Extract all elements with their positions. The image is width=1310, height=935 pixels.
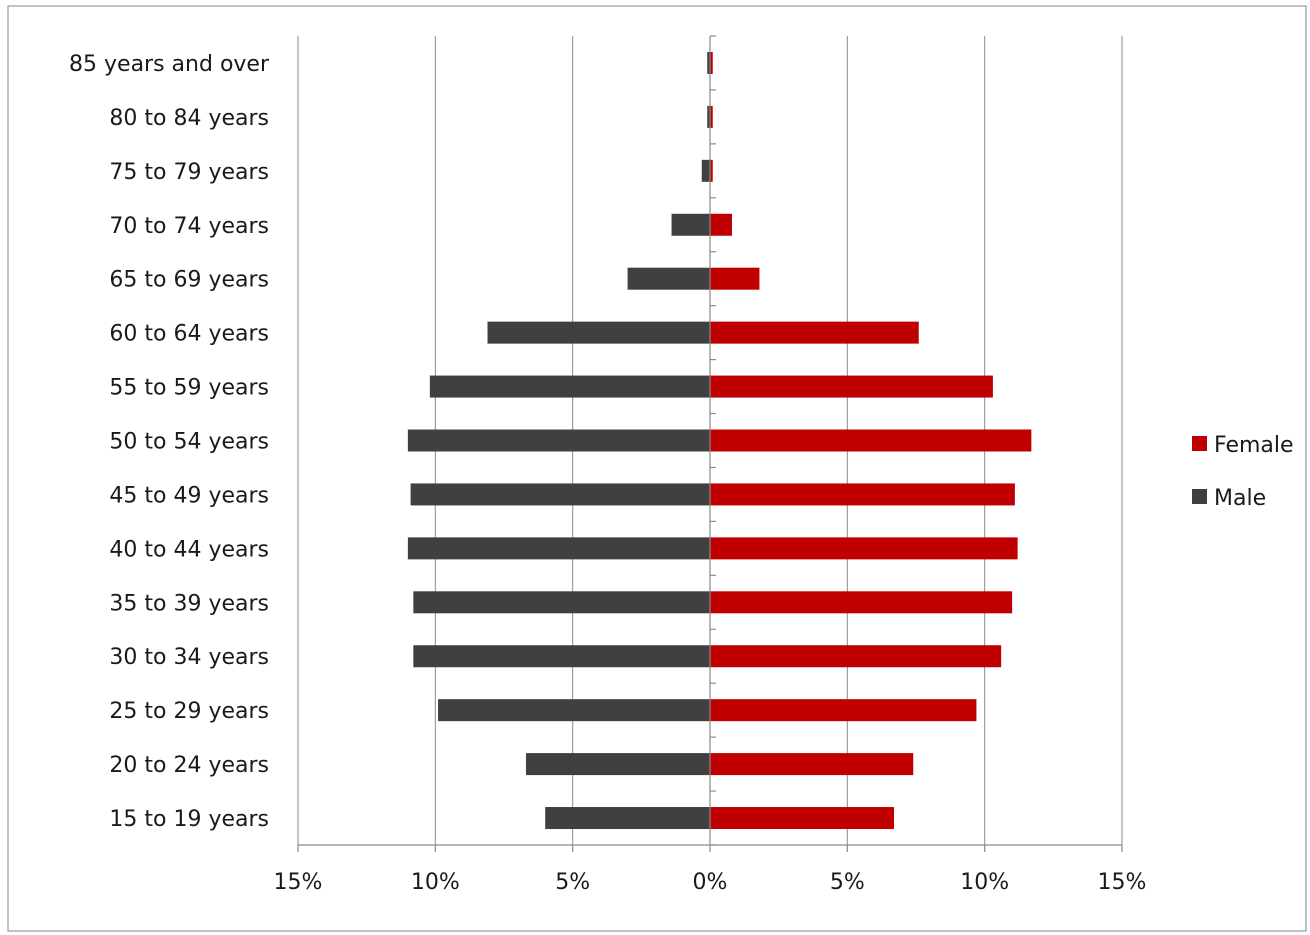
category-label: 65 to 69 years [109,268,269,293]
category-labels: 15 to 19 years 20 to 24 years 25 to 29 yea… [69,52,270,832]
category-label: 60 to 64 years [109,322,269,347]
bar-male-50-to-54-years [407,429,710,452]
bar-female-65-to-69-years [710,267,760,290]
bar-male-20-to-24-years [525,753,710,776]
category-label: 45 to 49 years [109,483,269,508]
legend-label-male: Male [1214,486,1266,511]
x-tick-label: 10% [960,870,1009,895]
bar-female-30-to-34-years [710,645,1002,668]
x-tick-label: 5% [830,870,865,895]
bar-male-35-to-39-years [413,591,710,614]
bar-female-25-to-29-years [710,699,977,722]
bar-female-70-to-74-years [710,213,732,236]
category-label: 70 to 74 years [109,214,269,239]
axes [297,35,1123,852]
category-label: 35 to 39 years [109,591,269,616]
category-label: 85 years and over [69,52,270,77]
bar-male-80-to-84-years [707,105,710,128]
category-label: 50 to 54 years [109,430,269,455]
bar-female-20-to-24-years [710,753,914,776]
category-label: 40 to 44 years [109,537,269,562]
x-tick-label: 0% [693,870,728,895]
bar-male-25-to-29-years [438,699,710,722]
bar-female-80-to-84-years [710,105,713,128]
bar-male-60-to-64-years [487,321,710,344]
legend-swatch-female [1192,436,1207,451]
legend-label-female: Female [1214,433,1294,458]
bar-male-65-to-69-years [627,267,710,290]
bar-female-50-to-54-years [710,429,1032,452]
category-label: 55 to 59 years [109,376,269,401]
bar-male-75-to-79-years [701,159,710,182]
category-label: 30 to 34 years [109,645,269,670]
chart-frame [7,5,1307,932]
bar-female-60-to-64-years [710,321,919,344]
x-tick-label: 15% [1098,870,1147,895]
category-label: 75 to 79 years [109,160,269,185]
bar-male-70-to-74-years [671,213,710,236]
bar-male-45-to-49-years [410,483,710,506]
legend-swatch-male [1192,489,1207,504]
bar-male-85-years-and-over [707,51,710,74]
x-tick-labels: 15% 10% 5% 0% 5% 10% 15% [274,870,1147,895]
bar-female-35-to-39-years [710,591,1013,614]
bar-female-40-to-44-years [710,537,1018,560]
x-tick-label: 5% [555,870,590,895]
bar-male-40-to-44-years [407,537,710,560]
category-label: 80 to 84 years [109,106,269,131]
x-tick-label: 10% [411,870,460,895]
category-label: 20 to 24 years [109,753,269,778]
bar-male-15-to-19-years [545,807,710,830]
legend: Female Male [1192,433,1294,511]
category-label: 15 to 19 years [109,807,269,832]
x-tick-label: 15% [274,870,323,895]
bar-female-85-years-and-over [710,51,713,74]
bar-female-45-to-49-years [710,483,1015,506]
category-label: 25 to 29 years [109,699,269,724]
bar-male-30-to-34-years [413,645,710,668]
bars [407,51,1032,830]
bar-female-15-to-19-years [710,807,895,830]
bar-male-55-to-59-years [429,375,710,398]
bar-female-55-to-59-years [710,375,993,398]
bar-female-75-to-79-years [710,159,713,182]
